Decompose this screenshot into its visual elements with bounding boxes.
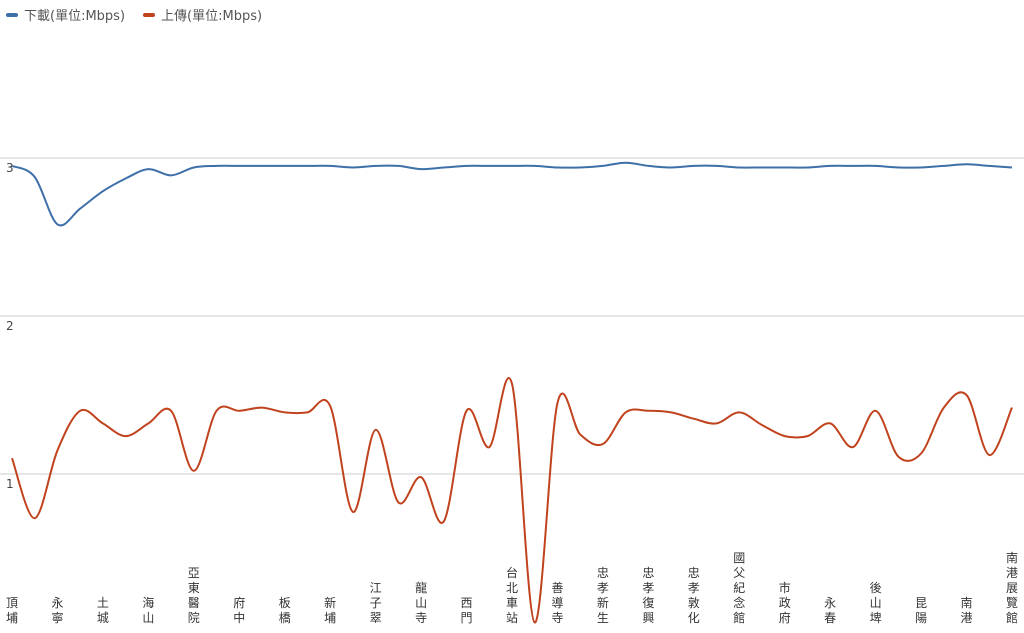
svg-text:市政府: 市政府 <box>779 580 791 625</box>
legend-label-download: 下載(單位:Mbps) <box>24 9 126 24</box>
x-category-label: 板橋 <box>279 596 291 625</box>
svg-text:頂埔: 頂埔 <box>6 596 18 625</box>
x-category-label: 台北車站 <box>506 565 518 625</box>
svg-text:永寧: 永寧 <box>51 596 63 625</box>
legend-swatch-download <box>6 12 18 17</box>
x-category-label: 南港 <box>961 595 973 625</box>
svg-text:南港: 南港 <box>961 595 973 625</box>
y-tick-label: 3 <box>6 161 14 175</box>
x-category-label: 永寧 <box>51 596 63 625</box>
svg-text:府中: 府中 <box>233 595 245 625</box>
x-category-label: 忠孝新生 <box>597 566 609 625</box>
legend-item-download[interactable]: 下載(單位:Mbps) <box>6 5 125 24</box>
x-category-label: 南港展覽館 <box>1006 550 1018 625</box>
y-tick-label: 2 <box>6 319 14 333</box>
x-category-label: 江子翠 <box>370 581 382 625</box>
x-axis-categories: 頂埔 永寧 土城 海山 亞東醫院 府中 板橋 新埔 江子翠 龍山寺 西門 台北車站 善導寺 忠孝新生 忠孝復… <box>6 550 1018 625</box>
svg-text:西門: 西門 <box>461 596 473 625</box>
x-category-label: 海山 <box>142 595 154 625</box>
svg-text:南港展覽館: 南港展覽館 <box>1006 550 1018 625</box>
x-category-label: 西門 <box>461 596 473 625</box>
svg-text:新埔: 新埔 <box>324 595 336 625</box>
svg-text:忠孝新生: 忠孝新生 <box>597 566 609 625</box>
svg-text:土城: 土城 <box>97 596 109 625</box>
x-category-label: 善導寺 <box>551 580 563 625</box>
svg-text:江子翠: 江子翠 <box>370 581 382 625</box>
chart-legend: 下載(單位:Mbps) 上傳(單位:Mbps) <box>6 5 262 24</box>
x-category-label: 後山埤 <box>870 581 882 625</box>
x-category-label: 龍山寺 <box>415 580 427 625</box>
svg-text:永春: 永春 <box>824 596 836 625</box>
x-category-label: 新埔 <box>324 595 336 625</box>
svg-text:忠孝敦化: 忠孝敦化 <box>688 566 700 625</box>
x-category-label: 土城 <box>97 596 109 625</box>
y-axis-ticks: 1 2 3 <box>6 161 14 491</box>
x-category-label: 頂埔 <box>6 596 18 625</box>
x-category-label: 昆陽 <box>915 596 927 625</box>
svg-text:善導寺: 善導寺 <box>551 580 563 625</box>
x-category-label: 永春 <box>824 596 836 625</box>
legend-label-upload: 上傳(單位:Mbps) <box>161 9 263 24</box>
x-category-label: 亞東醫院 <box>188 566 200 625</box>
legend-item-upload[interactable]: 上傳(單位:Mbps) <box>143 5 262 24</box>
upload-line <box>11 377 1013 624</box>
x-category-label: 國父紀念館 <box>733 551 745 625</box>
svg-text:亞東醫院: 亞東醫院 <box>188 566 200 625</box>
svg-text:後山埤: 後山埤 <box>870 581 882 625</box>
legend-swatch-upload <box>143 12 156 17</box>
x-category-label: 忠孝敦化 <box>688 566 700 625</box>
x-category-label: 市政府 <box>779 580 791 625</box>
x-category-label: 府中 <box>233 595 245 625</box>
svg-text:龍山寺: 龍山寺 <box>415 580 427 625</box>
x-category-label: 忠孝復興 <box>642 566 654 625</box>
svg-text:台北車站: 台北車站 <box>506 565 518 625</box>
download-line <box>11 161 1013 227</box>
svg-text:昆陽: 昆陽 <box>915 596 927 625</box>
series-lines <box>11 161 1013 624</box>
svg-text:海山: 海山 <box>142 595 154 625</box>
svg-text:板橋: 板橋 <box>279 596 291 625</box>
svg-text:國父紀念館: 國父紀念館 <box>733 551 745 625</box>
svg-text:忠孝復興: 忠孝復興 <box>642 566 654 625</box>
y-tick-label: 1 <box>6 477 14 491</box>
gridlines <box>0 157 1024 475</box>
